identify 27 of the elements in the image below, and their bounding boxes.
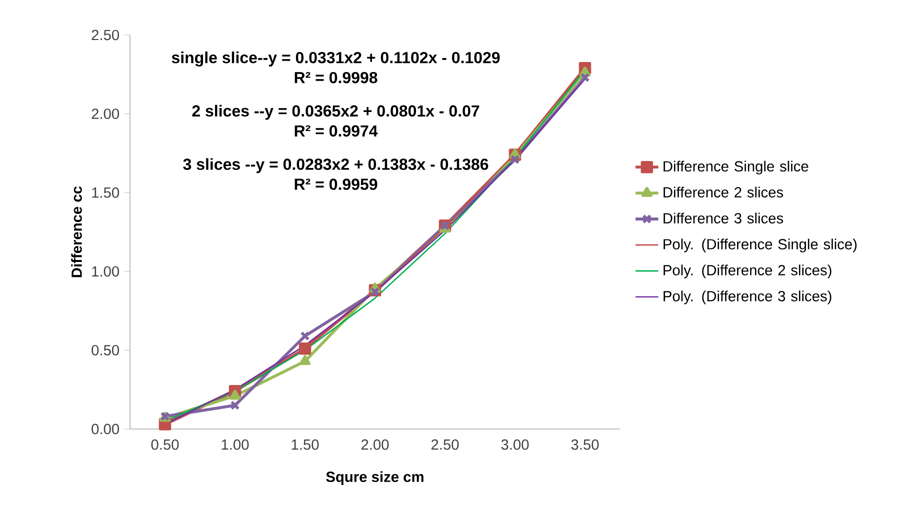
y-tick-label: 2.50 — [92, 30, 120, 40]
legend-label: Difference 2 slices — [664, 186, 784, 198]
annotation: 2 slices --y = 0.0365x2 + 0.0801x - 0.07 — [192, 104, 480, 120]
annotation: single slice--y = 0.0331x2 + 0.1102x - 0.1029 — [172, 52, 500, 67]
x-tick-label: 3.50 — [571, 439, 599, 450]
legend-label: Difference Single slice — [664, 160, 808, 174]
x-tick-label: 3.00 — [501, 439, 529, 450]
x-tick-label: 0.50 — [151, 439, 179, 450]
legend-label: Poly. (Difference 3 slices) — [664, 290, 832, 304]
y-tick-label: 2.00 — [92, 108, 120, 119]
legend-label: Poly. (Difference 2 slices) — [664, 264, 832, 278]
x-tick-label: 1.50 — [292, 439, 319, 450]
legend-label: Difference 3 slices — [664, 212, 784, 224]
annotation: R² = 0.9974 — [294, 125, 378, 137]
annotation: 3 slices --y = 0.0283x2 + 0.1383x - 0.1386 — [183, 158, 488, 174]
x-tick-label: 2.00 — [361, 439, 389, 450]
annotation: R² = 0.9998 — [294, 72, 378, 84]
y-tick-label: 1.00 — [92, 266, 120, 277]
y-axis-title: Difference cc — [71, 186, 82, 278]
y-tick-label: 1.50 — [92, 187, 120, 198]
y-tick-label: 0.50 — [92, 345, 120, 356]
y-tick-label: 0.00 — [92, 424, 120, 434]
x-axis-title: Squre size cm — [326, 471, 424, 485]
x-tick-label: 2.50 — [431, 439, 459, 450]
x-tick-label: 1.00 — [222, 439, 249, 450]
legend-label: Poly. (Difference Single slice) — [664, 238, 857, 252]
annotation: R² = 0.9959 — [294, 178, 378, 190]
